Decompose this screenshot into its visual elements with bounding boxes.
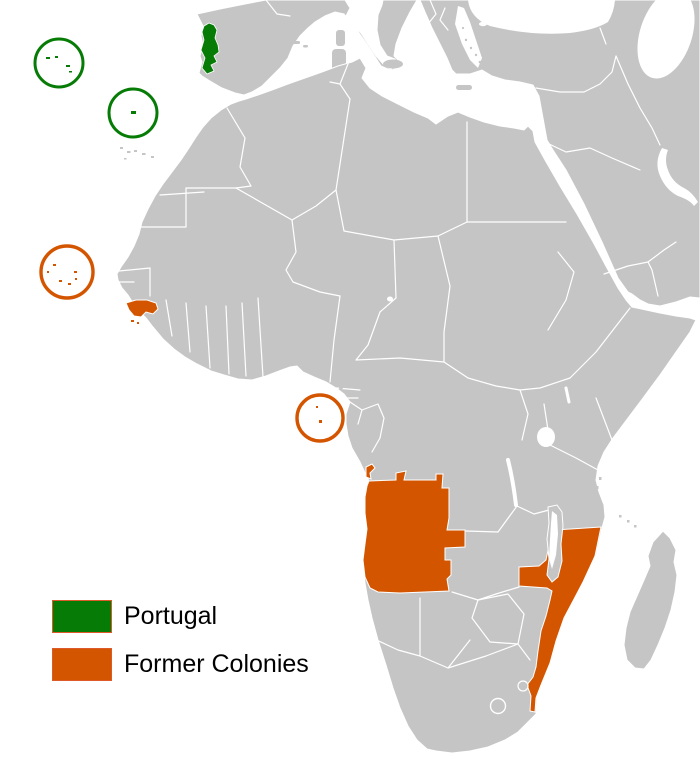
canary-islands <box>124 158 127 160</box>
cabinda-region <box>365 463 376 480</box>
zanzibar-islands <box>596 486 599 489</box>
mozambique-region <box>518 526 602 713</box>
madagascar-island <box>623 530 678 670</box>
aegean-island <box>469 46 473 50</box>
legend: Portugal Former Colonies <box>52 600 309 681</box>
sao-tome-principe-circle <box>295 393 345 443</box>
balearic-islands <box>303 45 308 48</box>
zanzibar-islands <box>599 477 602 480</box>
guinea-bissau-islands <box>137 322 139 324</box>
legend-item-former-colonies: Former Colonies <box>52 648 309 681</box>
azores-circle <box>33 37 85 89</box>
azores-islands <box>46 56 72 73</box>
canary-islands <box>120 147 123 149</box>
guinea-bissau-region <box>125 299 159 318</box>
balearic-islands <box>293 41 300 44</box>
persian-gulf <box>657 148 698 206</box>
lesotho-enclave <box>489 697 507 715</box>
lakes <box>387 296 571 507</box>
aegean-sea <box>455 6 482 68</box>
canary-islands <box>127 151 131 153</box>
balkans-middleeast-arabia-landmass <box>419 0 700 307</box>
legend-label-portugal: Portugal <box>124 601 218 630</box>
country-borders <box>118 0 677 669</box>
sea-of-marmara <box>479 21 487 27</box>
lake-turkana <box>564 386 571 404</box>
madeira-circle <box>107 87 159 139</box>
aegean-island <box>461 26 465 30</box>
legend-item-portugal: Portugal <box>52 600 309 633</box>
legend-label-former-colonies: Former Colonies <box>124 649 309 678</box>
madeira-island <box>131 111 136 114</box>
cape-verde-circle <box>39 244 95 300</box>
lake-victoria <box>537 427 555 447</box>
aegean-island <box>474 53 478 57</box>
aegean-island <box>478 60 482 64</box>
legend-swatch-portugal <box>52 600 112 633</box>
europe-west-landmass <box>196 0 418 96</box>
angola-region <box>362 470 466 594</box>
legend-swatch-former-colonies <box>52 648 112 681</box>
sao-tome-principe-islands <box>316 406 322 423</box>
comoros-islands <box>619 515 622 518</box>
crete-island <box>456 85 472 90</box>
corsica-island <box>336 30 345 46</box>
comoros-islands <box>634 525 637 528</box>
canary-islands <box>142 153 146 155</box>
comoros-islands <box>627 520 630 523</box>
lake-tanganyika <box>506 458 518 507</box>
bioko-island <box>339 386 343 389</box>
swaziland-enclave <box>517 680 529 692</box>
sicily-island <box>383 59 403 69</box>
lake-chad <box>387 296 393 302</box>
portugal-region <box>200 22 220 75</box>
canary-islands <box>134 150 137 152</box>
canary-islands <box>151 156 154 158</box>
black-sea <box>468 0 615 34</box>
atlantic-indian-islands <box>120 147 637 528</box>
caspian-sea <box>637 0 695 79</box>
guinea-bissau-islands <box>131 320 134 322</box>
lake-malawi <box>549 511 558 569</box>
cape-verde-islands <box>47 264 77 285</box>
aegean-island <box>464 38 468 42</box>
cyprus-island <box>530 75 542 80</box>
